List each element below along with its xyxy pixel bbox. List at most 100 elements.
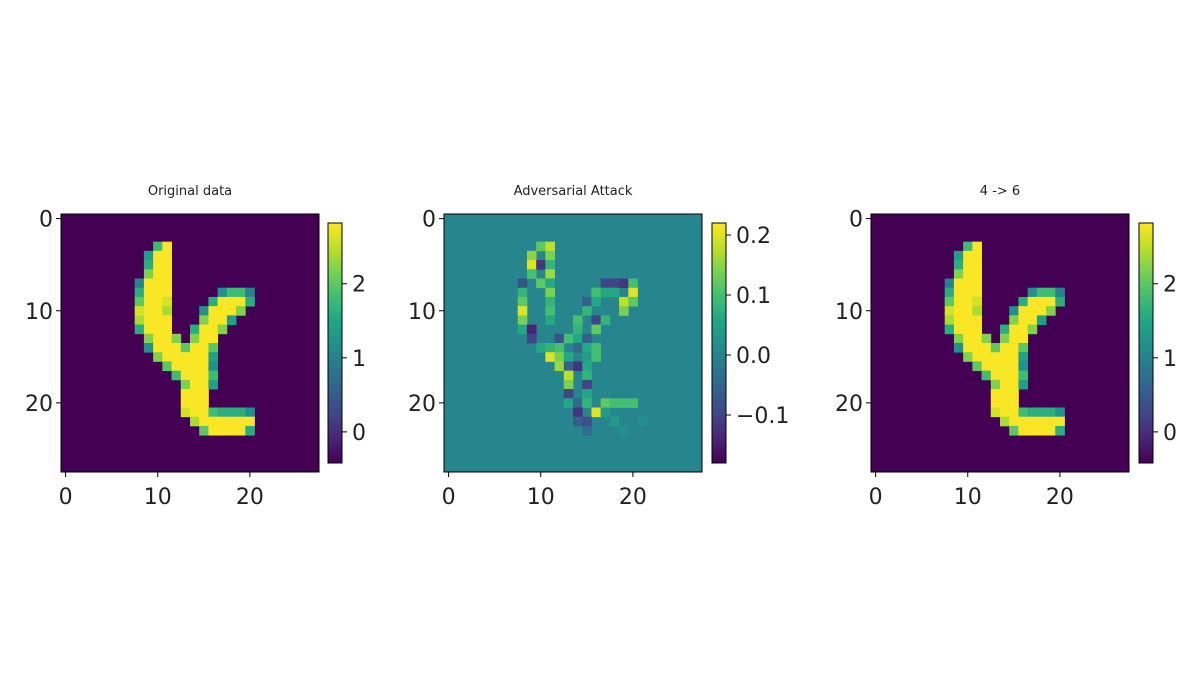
heatmap-cell	[526, 269, 537, 279]
heatmap-cell	[517, 278, 528, 289]
heatmap-cell	[573, 315, 583, 325]
x-tick-label: 20	[619, 485, 647, 510]
y-tick-label: 10	[835, 300, 863, 325]
heatmap-cell	[208, 324, 219, 335]
heatmap-cell	[972, 296, 982, 307]
heatmap-cell	[554, 361, 565, 372]
heatmap-cell	[619, 398, 629, 408]
heatmap-cell	[199, 361, 209, 372]
heatmap-cell	[217, 324, 228, 335]
heatmap-cell	[600, 407, 611, 418]
colorbar-tick-label: 2	[352, 273, 366, 298]
heatmap-cell	[190, 389, 200, 399]
heatmap-cell	[1000, 370, 1010, 381]
heatmap-cell	[143, 250, 154, 261]
heatmap-cell	[162, 269, 172, 279]
heatmap-cell	[545, 287, 555, 298]
heatmap-cell	[217, 416, 228, 427]
y-tick-label: 20	[408, 392, 436, 417]
heatmap-cell	[236, 306, 246, 316]
heatmap-cell	[143, 324, 154, 335]
panel-title: 4 -> 6	[980, 184, 1020, 199]
heatmap-cell	[162, 343, 172, 353]
heatmap-cell	[953, 324, 964, 335]
heatmap-cell	[619, 306, 629, 316]
heatmap-cell	[1055, 407, 1065, 418]
heatmap-cell	[1036, 416, 1047, 427]
heatmap-cell	[199, 333, 209, 344]
heatmap-cell	[554, 343, 565, 353]
heatmap-cell	[190, 333, 200, 344]
heatmap-cell	[972, 241, 982, 252]
heatmap-cell	[1018, 361, 1029, 372]
colorbar-tick-label: 1	[1163, 347, 1177, 372]
heatmap-cell	[990, 379, 1001, 390]
heatmap-cell	[591, 324, 602, 335]
heatmap-cell	[1000, 379, 1010, 390]
heatmap-cell	[199, 389, 209, 399]
heatmap-cell	[526, 260, 537, 270]
heatmap-cell	[1018, 324, 1029, 335]
heatmap-cell	[153, 241, 163, 252]
heatmap-cell	[236, 416, 246, 427]
heatmap-cell	[1009, 416, 1019, 427]
heatmap-cell	[563, 370, 574, 381]
heatmap-cell	[1027, 315, 1038, 325]
heatmap-cell	[1018, 416, 1029, 427]
heatmap-cell	[573, 416, 583, 427]
heatmap-cell	[226, 425, 237, 436]
heatmap-cell	[226, 416, 237, 427]
heatmap-cell	[953, 315, 964, 325]
heatmap-cell	[153, 343, 163, 353]
heatmap-cell	[563, 379, 574, 390]
heatmap-cell	[545, 306, 555, 316]
heatmap-cell	[628, 278, 638, 289]
heatmap-cell	[190, 324, 200, 335]
heatmap-cell	[153, 306, 163, 316]
heatmap-cell	[1009, 315, 1019, 325]
heatmap-cell	[1000, 324, 1010, 335]
heatmap-cell	[143, 343, 154, 353]
heatmap-cell	[245, 296, 255, 307]
heatmap-cell	[245, 425, 255, 436]
heatmap-cell	[162, 250, 172, 261]
heatmap-cell	[226, 287, 237, 298]
axes-frame	[443, 213, 703, 473]
heatmap-cell	[972, 250, 982, 261]
heatmap-cell	[1036, 296, 1047, 307]
heatmap-cell	[236, 407, 246, 418]
heatmap-cell	[563, 333, 574, 344]
heatmap-cell	[609, 416, 620, 427]
x-tick-label: 20	[236, 485, 264, 510]
heatmap-cell	[162, 241, 172, 252]
heatmap-cell	[591, 343, 602, 353]
heatmap-cell	[190, 416, 200, 427]
heatmap-cell	[944, 306, 955, 316]
heatmap-cell	[545, 343, 555, 353]
heatmap-cell	[153, 333, 163, 344]
heatmap-cell	[162, 296, 172, 307]
heatmap-cell	[963, 278, 973, 289]
heatmap-cell	[190, 343, 200, 353]
x-tick-label: 10	[144, 485, 172, 510]
heatmap-cell	[990, 407, 1001, 418]
heatmap-cell	[517, 296, 528, 307]
heatmap-cell	[563, 389, 574, 399]
heatmap-cell	[591, 287, 602, 298]
heatmap-cell	[517, 324, 528, 335]
heatmap-cell	[208, 425, 219, 436]
heatmap-cell	[1000, 398, 1010, 408]
heatmap-cell	[944, 315, 955, 325]
heatmap-cell	[972, 306, 982, 316]
heatmap-cell	[953, 296, 964, 307]
heatmap-cell	[582, 343, 592, 353]
heatmap-cell	[162, 260, 172, 270]
heatmap-cell	[208, 379, 219, 390]
heatmap-cell	[153, 352, 163, 362]
heatmap-cell	[619, 296, 629, 307]
heatmap-cell	[199, 425, 209, 436]
heatmap-cell	[963, 269, 973, 279]
heatmap-cell	[944, 296, 955, 307]
heatmap-cell	[1018, 315, 1029, 325]
y-tick-label: 10	[408, 300, 436, 325]
